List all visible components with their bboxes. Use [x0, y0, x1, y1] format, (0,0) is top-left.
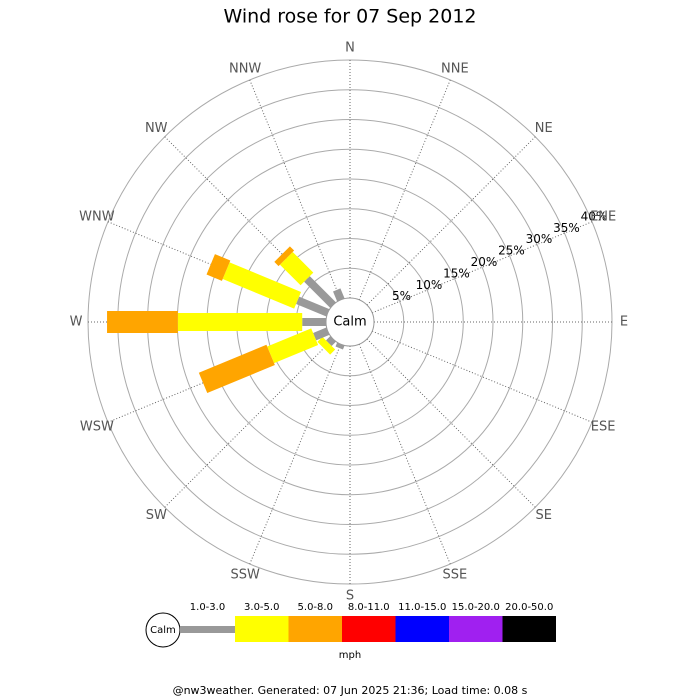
- legend-swatch: [395, 616, 449, 642]
- r-tick-label: 25%: [498, 244, 525, 258]
- bar-segment: [274, 246, 295, 267]
- direction-label: SW: [146, 508, 167, 523]
- direction-label: WNW: [79, 210, 115, 225]
- direction-label: WSW: [80, 419, 114, 434]
- bar-segment: [206, 254, 231, 281]
- spoke: [164, 338, 334, 508]
- r-tick-label: 15%: [443, 266, 470, 280]
- legend-swatch: [342, 616, 396, 642]
- legend-swatch: [288, 616, 342, 642]
- direction-label: NE: [535, 121, 553, 136]
- spoke: [366, 338, 536, 508]
- legend-label: 3.0-5.0: [244, 602, 279, 613]
- legend-calm-label: Calm: [150, 625, 176, 636]
- unit-label: mph: [339, 650, 361, 661]
- spoke: [371, 330, 593, 423]
- r-tick-label: 40%: [581, 209, 608, 223]
- direction-label: SSW: [230, 568, 260, 583]
- bar-segment: [107, 311, 178, 333]
- calm-label: Calm: [333, 315, 366, 330]
- bar-segment: [335, 342, 345, 350]
- bar-segment: [222, 262, 302, 309]
- legend-label: 5.0-8.0: [298, 602, 333, 613]
- r-tick-label: 20%: [471, 255, 498, 269]
- direction-label: ESE: [591, 419, 616, 434]
- r-tick-label: 10%: [416, 278, 443, 292]
- bar-segment: [325, 336, 336, 347]
- legend-label: 20.0-50.0: [505, 602, 553, 613]
- legend-swatch: [449, 616, 503, 642]
- r-tick-label: 5%: [392, 289, 411, 303]
- bar-segment: [279, 251, 314, 286]
- spoke: [249, 79, 342, 301]
- legend-label: 11.0-15.0: [398, 602, 446, 613]
- chart-title: Wind rose for 07 Sep 2012: [223, 6, 476, 28]
- footer: @nw3weather. Generated: 07 Jun 2025 21:3…: [173, 684, 528, 697]
- direction-label: SE: [536, 508, 552, 523]
- r-tick-label: 30%: [526, 232, 553, 246]
- spoke: [358, 343, 451, 565]
- direction-label: SSE: [442, 568, 467, 583]
- legend-swatch: [180, 626, 235, 633]
- direction-label: W: [70, 315, 83, 330]
- spoke: [249, 343, 342, 565]
- bar-segment: [304, 276, 336, 308]
- bar-segment: [302, 318, 326, 326]
- bar-segment: [267, 328, 319, 364]
- bar-segment: [313, 327, 330, 341]
- direction-label: NNE: [441, 61, 469, 76]
- direction-label: N: [345, 41, 355, 56]
- legend-swatch: [502, 616, 556, 642]
- bar-segment: [333, 288, 345, 302]
- legend-label: 8.0-11.0: [348, 602, 390, 613]
- r-tick-label: 35%: [553, 221, 580, 235]
- bar-segment: [317, 336, 336, 355]
- calm-circle: [325, 297, 375, 347]
- bar-segment: [198, 344, 275, 394]
- legend-label: 15.0-20.0: [452, 602, 500, 613]
- direction-label: NW: [145, 121, 168, 136]
- direction-label: ENE: [590, 210, 616, 225]
- direction-label: E: [620, 315, 628, 330]
- spoke: [358, 79, 451, 301]
- bar-segment: [296, 296, 330, 317]
- legend-swatch: [235, 616, 289, 642]
- legend-label: 1.0-3.0: [190, 602, 225, 613]
- bar-segment: [177, 313, 303, 331]
- spoke: [366, 136, 536, 306]
- direction-label: NNW: [229, 61, 261, 76]
- direction-label: S: [346, 589, 354, 604]
- spoke: [371, 221, 593, 314]
